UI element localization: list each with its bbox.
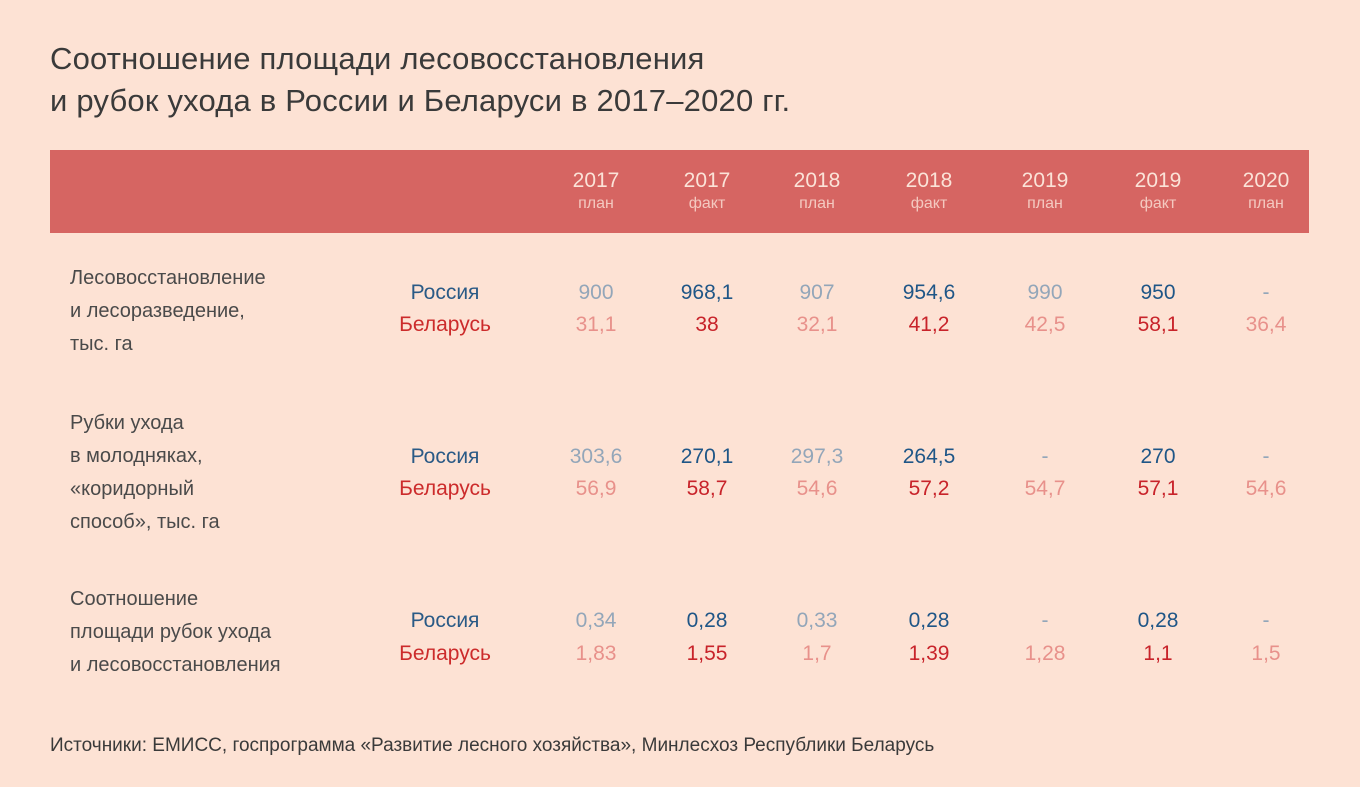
column-year: 2017 <box>572 169 620 192</box>
cell-russia-2017-plan: 303,6 <box>569 445 623 468</box>
row-label: Лесовосстановление и лесоразведение, тыс. … <box>70 262 266 361</box>
country-label-russia: Россия <box>410 609 480 632</box>
cell-belarus-2017-fact: 1,55 <box>686 642 728 665</box>
column-header-2018-fact: 2018 факт <box>874 168 984 214</box>
row-label: Рубки ухода в молодняках, «коридорный спосо… <box>70 407 220 539</box>
cell-belarus-2017-plan: 31,1 <box>575 313 617 336</box>
country-label-belarus: Беларусь <box>399 313 491 336</box>
cell-belarus-2018-plan: 32,1 <box>796 313 838 336</box>
row-label-line: «коридорный <box>70 478 195 500</box>
column-kind: факт <box>688 195 726 212</box>
cell-russia-2020-plan: - <box>1262 281 1270 304</box>
cell-russia-2018-plan: 297,3 <box>790 445 844 468</box>
cell-belarus-2017-fact: 38 <box>695 313 719 336</box>
row-label-line: площади рубок ухода <box>70 621 272 643</box>
cell-russia-2019-fact: 270 <box>1140 445 1176 468</box>
row-label-line: в молодняках, <box>70 445 203 467</box>
cell-belarus-2019-fact: 1,1 <box>1143 642 1173 665</box>
cell-belarus-2019-plan: 42,5 <box>1024 313 1066 336</box>
column-kind: план <box>1248 195 1284 212</box>
cell-russia-2018-fact: 0,28 <box>908 609 950 632</box>
cell-belarus-2018-fact: 57,2 <box>908 477 950 500</box>
cell-belarus-2018-plan: 54,6 <box>796 477 838 500</box>
cell-russia-2017-plan: 900 <box>578 281 614 304</box>
cell-russia-2019-fact: 0,28 <box>1137 609 1179 632</box>
cell-russia-2019-fact: 950 <box>1140 281 1176 304</box>
row-label-line: Соотношение <box>70 588 199 610</box>
column-year: 2018 <box>793 169 841 192</box>
cell-belarus-2019-plan: 1,28 <box>1024 642 1066 665</box>
column-header-2017-plan: 2017 план <box>541 168 651 214</box>
cell-russia-2017-plan: 0,34 <box>575 609 617 632</box>
cell-russia-2020-plan: - <box>1262 609 1270 632</box>
column-header-2018-plan: 2018 план <box>762 168 872 214</box>
cell-russia-2017-fact: 270,1 <box>680 445 734 468</box>
cell-belarus-2018-plan: 1,7 <box>802 642 832 665</box>
cell-belarus-2018-fact: 1,39 <box>908 642 950 665</box>
chart-title-line-2: и рубок ухода в России и Беларуси в 2017… <box>50 83 791 118</box>
column-header-2019-plan: 2019 план <box>990 168 1100 214</box>
row-label-line: и лесовосстановления <box>70 654 281 676</box>
row-label-line: и лесоразведение, <box>70 300 245 322</box>
column-header-2020-plan: 2020 план <box>1211 168 1321 214</box>
cell-belarus-2017-plan: 1,83 <box>575 642 617 665</box>
column-header-2019-fact: 2019 факт <box>1103 168 1213 214</box>
chart-title-line-1: Соотношение площади лесовосстановления <box>50 41 705 76</box>
column-kind: план <box>1027 195 1063 212</box>
column-kind: факт <box>910 195 948 212</box>
column-header-2017-fact: 2017 факт <box>652 168 762 214</box>
country-label-belarus: Беларусь <box>399 642 491 665</box>
cell-belarus-2019-fact: 58,1 <box>1137 313 1179 336</box>
column-kind: план <box>799 195 835 212</box>
country-label-russia: Россия <box>410 445 480 468</box>
cell-belarus-2019-plan: 54,7 <box>1024 477 1066 500</box>
country-label-belarus: Беларусь <box>399 477 491 500</box>
column-kind: факт <box>1139 195 1177 212</box>
row-label-line: Лесовосстановление <box>70 267 266 289</box>
row-label-line: Рубки ухода <box>70 412 184 434</box>
column-year: 2017 <box>683 169 731 192</box>
row-label-line: способ», тыс. га <box>70 511 220 533</box>
cell-belarus-2019-fact: 57,1 <box>1137 477 1179 500</box>
cell-belarus-2018-fact: 41,2 <box>908 313 950 336</box>
row-label: Соотношение площади рубок ухода и лесовосс… <box>70 583 281 682</box>
country-label-russia: Россия <box>410 281 480 304</box>
column-year: 2019 <box>1134 169 1182 192</box>
cell-russia-2017-fact: 0,28 <box>686 609 728 632</box>
column-year: 2018 <box>905 169 953 192</box>
column-kind: план <box>578 195 614 212</box>
cell-russia-2018-plan: 907 <box>799 281 835 304</box>
cell-belarus-2020-plan: 1,5 <box>1251 642 1281 665</box>
cell-belarus-2020-plan: 36,4 <box>1245 313 1287 336</box>
column-year: 2019 <box>1021 169 1069 192</box>
chart-title: Соотношение площади лесовосстановления и… <box>50 38 790 122</box>
cell-belarus-2017-fact: 58,7 <box>686 477 728 500</box>
cell-belarus-2017-plan: 56,9 <box>575 477 617 500</box>
cell-belarus-2020-plan: 54,6 <box>1245 477 1287 500</box>
cell-russia-2017-fact: 968,1 <box>680 281 734 304</box>
cell-russia-2020-plan: - <box>1262 445 1270 468</box>
cell-russia-2018-fact: 954,6 <box>902 281 956 304</box>
source-note: Источники: ЕМИСС, госпрограмма «Развитие… <box>50 735 935 756</box>
cell-russia-2019-plan: 990 <box>1027 281 1063 304</box>
cell-russia-2019-plan: - <box>1041 609 1049 632</box>
cell-russia-2018-plan: 0,33 <box>796 609 838 632</box>
column-year: 2020 <box>1242 169 1290 192</box>
cell-russia-2019-plan: - <box>1041 445 1049 468</box>
cell-russia-2018-fact: 264,5 <box>902 445 956 468</box>
row-label-line: тыс. га <box>70 333 133 355</box>
table-header: 2017 план 2017 факт 2018 план 2018 факт 2019 план… <box>50 150 1309 233</box>
